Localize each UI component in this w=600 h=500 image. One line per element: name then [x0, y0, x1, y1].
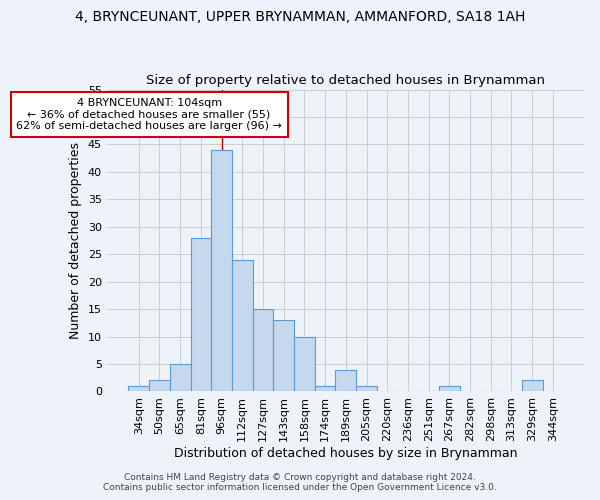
- Text: 4, BRYNCEUNANT, UPPER BRYNAMMAN, AMMANFORD, SA18 1AH: 4, BRYNCEUNANT, UPPER BRYNAMMAN, AMMANFO…: [75, 10, 525, 24]
- Bar: [128, 386, 149, 392]
- Bar: [211, 150, 232, 392]
- Bar: [522, 380, 542, 392]
- Bar: [315, 386, 335, 392]
- Text: 4 BRYNCEUNANT: 104sqm
← 36% of detached houses are smaller (55)
62% of semi-deta: 4 BRYNCEUNANT: 104sqm ← 36% of detached …: [16, 98, 282, 131]
- Text: Contains HM Land Registry data © Crown copyright and database right 2024.
Contai: Contains HM Land Registry data © Crown c…: [103, 473, 497, 492]
- Bar: [170, 364, 191, 392]
- Bar: [294, 336, 315, 392]
- Bar: [356, 386, 377, 392]
- Bar: [149, 380, 170, 392]
- Bar: [253, 309, 274, 392]
- Title: Size of property relative to detached houses in Brynamman: Size of property relative to detached ho…: [146, 74, 545, 87]
- Y-axis label: Number of detached properties: Number of detached properties: [69, 142, 82, 339]
- Bar: [191, 238, 211, 392]
- X-axis label: Distribution of detached houses by size in Brynamman: Distribution of detached houses by size …: [174, 447, 518, 460]
- Bar: [439, 386, 460, 392]
- Bar: [335, 370, 356, 392]
- Bar: [274, 320, 294, 392]
- Bar: [232, 260, 253, 392]
